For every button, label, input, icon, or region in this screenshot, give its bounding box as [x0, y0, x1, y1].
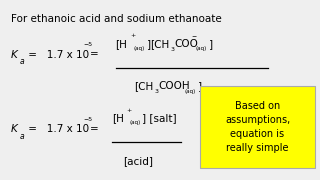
- Text: =   1.7 x 10: = 1.7 x 10: [25, 124, 89, 134]
- Text: ]: ]: [147, 39, 151, 49]
- Text: ] [salt]: ] [salt]: [142, 113, 177, 123]
- Text: (aq): (aq): [133, 46, 145, 51]
- Text: [CH: [CH: [135, 82, 154, 91]
- Text: K: K: [11, 50, 18, 60]
- Text: [H: [H: [112, 113, 124, 123]
- Text: (aq): (aq): [129, 120, 140, 125]
- Text: −5: −5: [83, 117, 92, 122]
- Text: COO: COO: [174, 39, 198, 49]
- Text: +: +: [126, 108, 131, 113]
- FancyBboxPatch shape: [200, 86, 316, 168]
- Text: [H: [H: [116, 39, 127, 49]
- Text: For ethanoic acid and sodium ethanoate: For ethanoic acid and sodium ethanoate: [11, 14, 222, 24]
- Text: [CH: [CH: [150, 39, 170, 49]
- Text: 3: 3: [154, 89, 158, 94]
- Text: ]: ]: [209, 39, 213, 49]
- Text: ]: ]: [198, 82, 202, 91]
- Text: +: +: [130, 33, 135, 39]
- Text: [acid]: [acid]: [124, 156, 154, 166]
- Text: =   1.7 x 10: = 1.7 x 10: [25, 50, 89, 60]
- Text: COOH: COOH: [158, 82, 190, 91]
- Text: (aq): (aq): [196, 46, 207, 51]
- Text: =: =: [90, 50, 98, 60]
- Text: −: −: [192, 33, 197, 39]
- Text: 3: 3: [170, 47, 174, 52]
- Text: −5: −5: [83, 42, 92, 47]
- Text: Based on
assumptions,
equation is
really simple: Based on assumptions, equation is really…: [225, 101, 290, 153]
- Text: a: a: [20, 57, 24, 66]
- Text: =: =: [90, 124, 98, 134]
- Text: K: K: [11, 124, 18, 134]
- Text: a: a: [20, 132, 24, 141]
- Text: (aq): (aq): [185, 89, 196, 94]
